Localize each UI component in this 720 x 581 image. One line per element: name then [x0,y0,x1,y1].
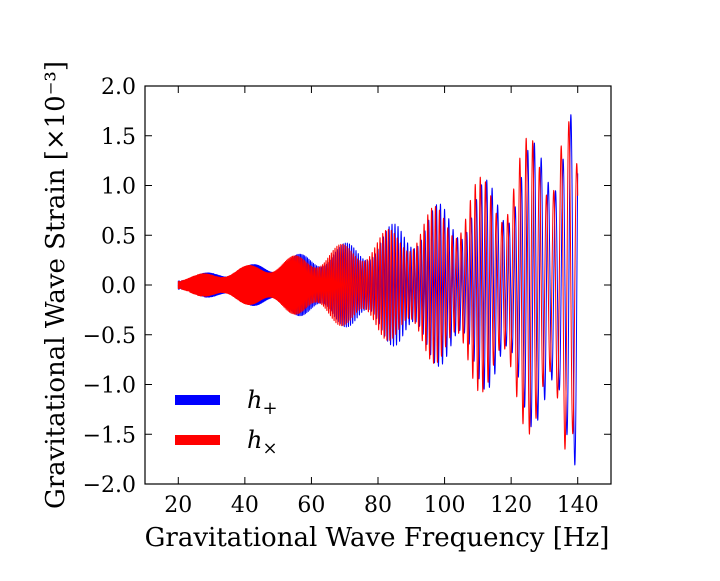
legend-label: h+ [247,386,278,419]
y-tick-label: 1.5 [101,125,136,150]
y-tick-label: 1.0 [101,175,136,200]
x-tick-label: 20 [164,493,192,518]
y-tick-label: 0.5 [101,224,136,249]
y-axis-label: Gravitational Wave Strain [×10⁻³] [41,61,71,509]
legend: h+ h× [175,386,278,459]
y-tick-label: −1.5 [83,423,136,448]
y-tick-label: −2.0 [83,473,136,498]
y-tick-label: 2.0 [101,75,136,100]
series-layer [177,114,579,466]
x-tick-label: 40 [231,493,259,518]
axes-layer: 20 40 60 80 100 120 140 2.0 1.5 1.0 0.5 0.0 −0.5 −1.0… [83,75,612,518]
x-tick-label: 60 [297,493,325,518]
x-tick-label: 80 [364,493,392,518]
y-tick-label: −0.5 [83,324,136,349]
x-tick-label: 100 [424,493,466,518]
x-tick-label: 120 [490,493,532,518]
legend-label: h× [247,426,278,459]
x-axis-label: Gravitational Wave Frequency [Hz] [145,523,610,553]
y-tick-label: −1.0 [83,374,136,399]
x-tick-label: 140 [557,493,599,518]
series-line-h-cross [177,121,579,450]
y-tick-label: 0.0 [101,274,136,299]
